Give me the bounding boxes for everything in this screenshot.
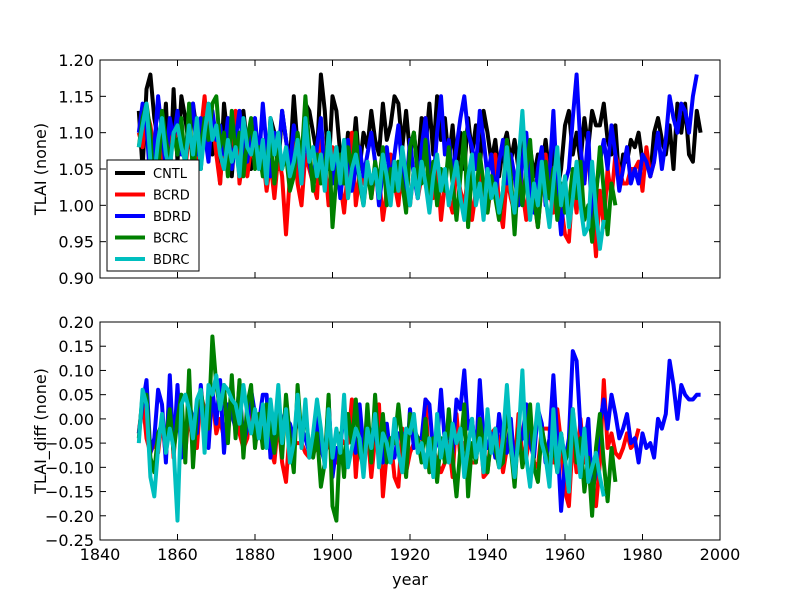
x-tick-label: 1980 bbox=[622, 545, 663, 564]
x-tick-label: 1900 bbox=[312, 545, 353, 564]
x-tick-label: 2000 bbox=[700, 545, 741, 564]
series-group bbox=[136, 72, 703, 259]
y-tick-label: 1.05 bbox=[58, 160, 94, 179]
y-tick-label: −0.20 bbox=[45, 507, 94, 526]
legend-label-bdrd: BDRD bbox=[153, 210, 191, 225]
y-tick-label: 0.15 bbox=[58, 337, 94, 356]
y-tick-label: 0.10 bbox=[58, 361, 94, 380]
series-line-bdrc-diff bbox=[136, 368, 606, 523]
x-tick-label: 1880 bbox=[235, 545, 276, 564]
y-tick-label: −0.10 bbox=[45, 458, 94, 477]
y-tick-label: 1.00 bbox=[58, 196, 94, 215]
x-axis-label: year bbox=[392, 570, 428, 589]
x-tick-label: 1960 bbox=[545, 545, 586, 564]
legend-label-bcrd: BCRD bbox=[153, 189, 190, 204]
series-group bbox=[136, 334, 701, 523]
y-tick-label: 1.20 bbox=[58, 51, 94, 70]
y-axis-label: TLAI_diff (none) bbox=[31, 368, 51, 495]
x-tick-label: 1940 bbox=[467, 545, 508, 564]
y-tick-label: −0.05 bbox=[45, 434, 94, 453]
bottom-panel: 1840 1860 1880 1900 1920 1940 1960 1980 2000 −0.2… bbox=[31, 313, 740, 589]
y-tick-label: 1.15 bbox=[58, 87, 94, 106]
y-tick-label: 0.95 bbox=[58, 233, 94, 252]
x-tick-label: 1920 bbox=[390, 545, 431, 564]
legend: CNTL BCRD BDRD BCRC BDRC bbox=[106, 159, 200, 272]
legend-label-bdrc: BDRC bbox=[153, 253, 189, 268]
y-tick-label: −0.25 bbox=[45, 531, 94, 550]
legend-label-cntl: CNTL bbox=[153, 167, 188, 182]
y-tick-label: 0.00 bbox=[58, 410, 94, 429]
y-tick-label: 0.05 bbox=[58, 386, 94, 405]
legend-label-bcrc: BCRC bbox=[153, 232, 188, 247]
y-axis-label: TLAI (none) bbox=[31, 123, 50, 216]
top-panel: 0.90 0.95 1.00 1.05 1.10 1.15 1.20 TLAI (none) C… bbox=[31, 51, 721, 288]
y-tick-label: 0.20 bbox=[58, 313, 94, 332]
x-tick-label: 1840 bbox=[80, 545, 121, 564]
y-tick-label: 1.10 bbox=[58, 124, 94, 143]
series-line-bdrc bbox=[136, 101, 606, 251]
x-tick-label: 1860 bbox=[157, 545, 198, 564]
y-tick-label: 0.90 bbox=[58, 269, 94, 288]
y-tick-label: −0.15 bbox=[45, 483, 94, 502]
